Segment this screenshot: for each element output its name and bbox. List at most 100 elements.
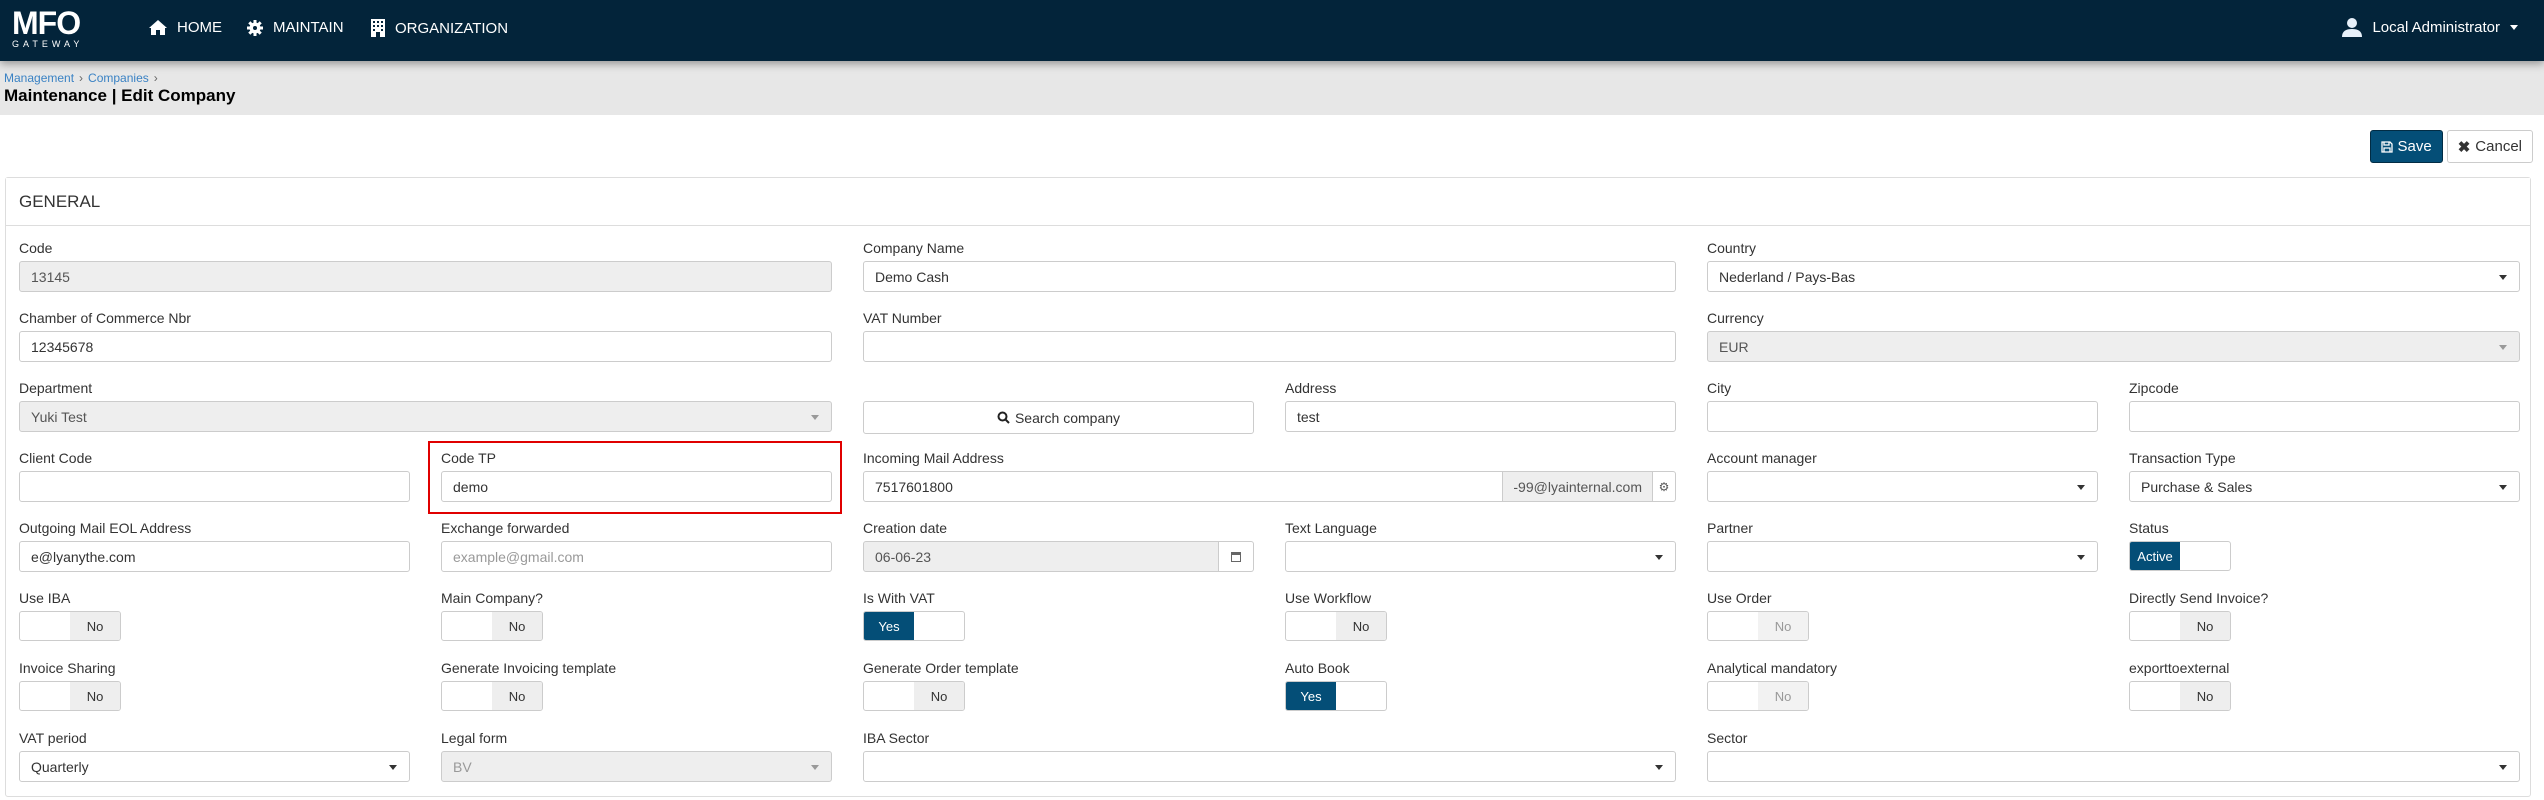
label: Zipcode — [2129, 380, 2179, 396]
field-vat-number: VAT Number — [863, 310, 1676, 380]
vat-period-select[interactable]: Quarterly — [19, 751, 410, 782]
cancel-button[interactable]: ✖ Cancel — [2446, 130, 2533, 163]
label: Code — [19, 240, 53, 256]
auto-book-toggle[interactable]: Yes — [1285, 681, 1387, 711]
text-language-select[interactable] — [1285, 541, 1676, 572]
field-status: Status Active — [2129, 520, 2520, 590]
logo[interactable]: MFO GATEWAY — [12, 7, 94, 49]
nav-maintain[interactable]: MAINTAIN — [247, 19, 344, 36]
label: Text Language — [1285, 520, 1377, 536]
use-workflow-toggle[interactable]: No — [1285, 611, 1387, 641]
floppy-icon — [2380, 140, 2393, 153]
label: Use Order — [1707, 590, 1772, 606]
field-analytical: Analytical mandatory No — [1707, 660, 2098, 730]
zipcode-input[interactable] — [2129, 401, 2520, 432]
building-icon — [371, 19, 385, 37]
client-code-input[interactable] — [19, 471, 410, 502]
field-currency: Currency EUR — [1707, 310, 2520, 380]
field-creation-date: Creation date 06-06-23 — [863, 520, 1254, 590]
company-name-input[interactable]: Demo Cash — [863, 261, 1676, 292]
incoming-mail-input[interactable]: 7517601800 — [863, 471, 1504, 502]
exchange-forwarded-input[interactable]: example@gmail.com — [441, 541, 832, 572]
toggle-off-label: No — [1758, 682, 1808, 710]
cancel-label: Cancel — [2475, 138, 2522, 155]
toggle-off-label: No — [492, 682, 542, 710]
iba-sector-select[interactable] — [863, 751, 1676, 782]
calendar-icon — [1231, 551, 1241, 562]
toggle-off-label: No — [2180, 682, 2230, 710]
invoice-sharing-toggle[interactable]: No — [19, 681, 121, 711]
field-address: Address test — [1285, 380, 1676, 450]
user-icon — [2342, 18, 2363, 37]
mail-settings-button[interactable]: ⚙ — [1653, 471, 1676, 502]
calendar-button[interactable] — [1219, 541, 1254, 572]
breadcrumb-management[interactable]: Management — [4, 71, 75, 85]
export-external-toggle[interactable]: No — [2129, 681, 2231, 711]
is-with-vat-toggle[interactable]: Yes — [863, 611, 965, 641]
field-exchange-forwarded: Exchange forwarded example@gmail.com — [441, 520, 832, 590]
field-account-manager: Account manager — [1707, 450, 2098, 520]
toggle-off-label: No — [1336, 612, 1386, 640]
account-manager-select[interactable] — [1707, 471, 2098, 502]
label: Is With VAT — [863, 590, 935, 606]
search-icon — [997, 411, 1010, 424]
user-menu[interactable]: Local Administrator — [2342, 17, 2518, 37]
breadcrumb: Management › Companies › — [4, 71, 158, 85]
label: Currency — [1707, 310, 1764, 326]
nav-home-label: HOME — [177, 19, 222, 36]
field-gen-invoicing: Generate Invoicing template No — [441, 660, 832, 730]
city-input[interactable] — [1707, 401, 2098, 432]
field-department: Department Yuki Test — [19, 380, 832, 450]
status-toggle[interactable]: Active — [2129, 541, 2231, 571]
label: Auto Book — [1285, 660, 1350, 676]
label: Account manager — [1707, 450, 1817, 466]
code-tp-input[interactable]: demo — [441, 471, 832, 502]
field-incoming-mail: Incoming Mail Address 7517601800 -99@lyain… — [863, 450, 1676, 520]
field-main-company: Main Company? No — [441, 590, 832, 660]
home-icon — [149, 20, 167, 35]
search-company-button[interactable]: Search company — [863, 401, 1254, 434]
field-use-workflow: Use Workflow No — [1285, 590, 1676, 660]
caret-down-icon — [2510, 24, 2518, 30]
label: Client Code — [19, 450, 93, 466]
transaction-type-select[interactable]: Purchase & Sales — [2129, 471, 2520, 502]
logo-subtext: GATEWAY — [12, 39, 84, 49]
general-panel: GENERAL Code 13145 Company Name Demo Cash … — [5, 177, 2531, 797]
field-export-external: exporttoexternal No — [2129, 660, 2520, 730]
gen-invoicing-toggle[interactable]: No — [441, 681, 543, 711]
label: Generate Order template — [863, 660, 1019, 676]
directly-send-toggle[interactable]: No — [2129, 611, 2231, 641]
incoming-mail-suffix: -99@lyainternal.com — [1503, 471, 1653, 502]
breadcrumb-companies[interactable]: Companies — [88, 71, 149, 85]
label: Status — [2129, 520, 2169, 536]
main-company-toggle[interactable]: No — [441, 611, 543, 641]
use-iba-toggle[interactable]: No — [19, 611, 121, 641]
gen-order-toggle[interactable]: No — [863, 681, 965, 711]
sector-select[interactable] — [1707, 751, 2520, 782]
field-legal-form: Legal form BV — [441, 730, 832, 800]
toggle-off-label: No — [2180, 612, 2230, 640]
field-company-name: Company Name Demo Cash — [863, 240, 1676, 310]
label: Outgoing Mail EOL Address — [19, 520, 192, 536]
field-use-iba: Use IBA No — [19, 590, 410, 660]
gear-icon — [247, 19, 263, 36]
chamber-input[interactable]: 12345678 — [19, 331, 832, 362]
outgoing-mail-input[interactable]: e@lyanythe.com — [19, 541, 410, 572]
country-select[interactable]: Nederland / Pays-Bas — [1707, 261, 2520, 292]
vat-number-input[interactable] — [863, 331, 1676, 362]
field-auto-book: Auto Book Yes — [1285, 660, 1676, 730]
label: Address — [1285, 380, 1337, 396]
department-select: Yuki Test — [19, 401, 832, 432]
field-directly-send: Directly Send Invoice? No — [2129, 590, 2520, 660]
save-button[interactable]: Save — [2369, 130, 2443, 163]
label: Exchange forwarded — [441, 520, 570, 536]
label: VAT Number — [863, 310, 942, 326]
label: Department — [19, 380, 93, 396]
gear-icon: ⚙ — [1658, 479, 1670, 494]
nav-organization[interactable]: ORGANIZATION — [371, 19, 508, 37]
nav-home[interactable]: HOME — [149, 19, 222, 36]
label: Legal form — [441, 730, 508, 746]
partner-select[interactable] — [1707, 541, 2098, 572]
field-code-tp: Code TP demo — [441, 450, 832, 520]
address-input[interactable]: test — [1285, 401, 1676, 432]
